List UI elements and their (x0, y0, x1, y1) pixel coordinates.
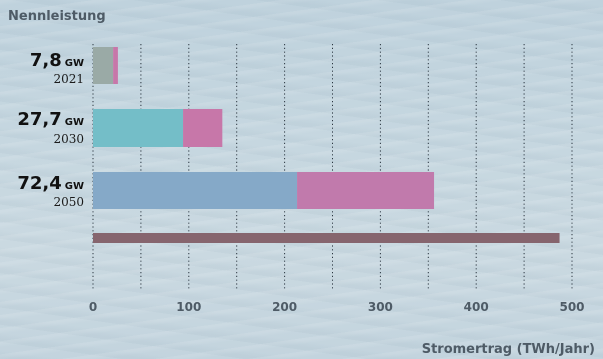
capacity-label: 27,7 GW (17, 109, 84, 130)
capacity-label: 72,4 GW (17, 173, 84, 194)
bar-segment (93, 47, 114, 84)
bar-segment (93, 233, 560, 243)
x-axis-label: Stromertrag (TWh/Jahr) (422, 342, 595, 357)
capacity-label: 7,8 GW (30, 50, 84, 71)
capacity-value: 72,4 (17, 173, 61, 194)
year-label: 2050 (53, 195, 84, 209)
capacity-value: 27,7 (17, 109, 61, 130)
year-label: 2030 (53, 132, 84, 146)
x-tick-label: 200 (272, 300, 297, 314)
x-tick-label: 500 (559, 300, 584, 314)
year-label: 2021 (53, 72, 84, 86)
bar-segment (93, 109, 184, 147)
bar-segment (93, 172, 298, 209)
x-tick-label: 0 (89, 300, 97, 314)
bar-segment (297, 172, 435, 209)
capacity-unit: GW (65, 117, 84, 128)
capacity-unit: GW (65, 58, 84, 69)
capacity-unit: GW (65, 181, 84, 192)
chart-title: Nennleistung (8, 9, 106, 24)
bars (93, 47, 560, 243)
x-ticks: 0 100 200 300 400 500 (89, 300, 585, 314)
x-tick-label: 100 (176, 300, 201, 314)
bar-segment (113, 47, 118, 84)
x-tick-label: 400 (464, 300, 489, 314)
bar-segment (183, 109, 223, 147)
capacity-value: 7,8 (30, 50, 62, 71)
grid-lines (92, 44, 573, 290)
x-tick-label: 300 (368, 300, 393, 314)
